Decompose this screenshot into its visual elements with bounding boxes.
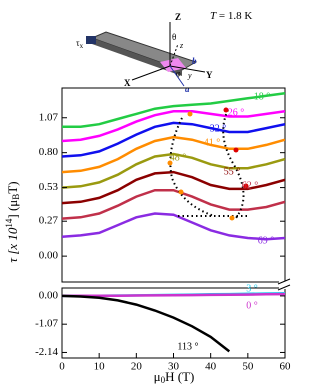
inset-label: b [192, 56, 197, 66]
crystal-side [92, 38, 182, 76]
x-tick-label: 10 [94, 361, 106, 373]
y-tick-label: -1.07 [35, 318, 58, 330]
y-axis-label: τ [x 1014] (μBT) [4, 181, 21, 262]
guide-dot [223, 107, 229, 113]
series-label: 18 ° [254, 91, 271, 102]
y-axis-label: B [11, 194, 21, 200]
guide-dot [178, 189, 184, 195]
y-tick-label: -2.14 [35, 346, 58, 358]
series-line [62, 110, 285, 143]
guide-dots [167, 107, 249, 221]
x-axis-label: 0 [161, 375, 166, 385]
series-label: 41 ° [204, 137, 221, 148]
y-tick-label: 1.07 [39, 111, 59, 123]
inset-label: y [187, 71, 192, 80]
temperature: T = 1.8 K [210, 10, 252, 22]
series-label: 69 ° [258, 235, 275, 246]
y-axis [169, 65, 206, 73]
y-tick-label: 0.80 [39, 146, 59, 158]
guide-dot [167, 160, 173, 166]
x-tick-label: 50 [242, 361, 254, 373]
inset: Z θ z Y y φ X a b τx T = 1.8 K [76, 10, 252, 95]
x-axis-label: μ0H (T) [154, 369, 195, 385]
series-label: 62 ° [242, 180, 259, 191]
y-axis-label: T) [5, 181, 20, 193]
inset-label: τx [76, 38, 84, 50]
inset-label: x [80, 42, 84, 50]
guide-dot [187, 111, 193, 117]
x-tick-label: 40 [205, 361, 217, 373]
x-tick-label: 60 [280, 361, 292, 373]
x-axis-label: μ [154, 369, 161, 384]
x-axis [131, 65, 171, 81]
sample-plane [160, 58, 186, 72]
series-label: 3 ° [246, 283, 258, 294]
plot-frame [61, 87, 286, 283]
inset-label: τ [76, 38, 80, 48]
inset-label: Z [175, 12, 181, 22]
guide-dot [243, 183, 249, 189]
holder [86, 36, 96, 44]
guide-dot [229, 215, 235, 221]
series-label: 55 ° [224, 166, 241, 177]
guide-lines [169, 109, 250, 219]
axis-break [277, 284, 291, 291]
series-label: 32 ° [210, 123, 227, 134]
series-line [62, 121, 285, 158]
inset-label: φ [176, 69, 181, 78]
temperature: = 1.8 K [216, 10, 252, 22]
guide-line [169, 117, 215, 217]
y-tick-label: 0.00 [39, 250, 59, 262]
x-tick-label: 30 [168, 361, 180, 373]
x-tick-label: 0 [59, 361, 65, 373]
inset-label: θ [172, 32, 176, 42]
guide-dot [233, 147, 239, 153]
y-tick-label: 0.53 [39, 181, 59, 193]
y-axis-label: ] (μ [5, 200, 20, 219]
series-line [62, 292, 285, 298]
inset-label: X [124, 78, 131, 88]
series-line [62, 294, 231, 353]
series-label: 26 ° [228, 107, 245, 118]
x-axis-label: H (T) [165, 369, 194, 384]
y-axis-label: τ [x 10 [5, 227, 20, 262]
a-axis [169, 65, 185, 87]
inset-label: a [185, 84, 190, 94]
y-tick-label: 0.27 [39, 215, 59, 227]
series-line [62, 188, 285, 220]
y-tick-label: 0.00 [39, 289, 59, 301]
x-tick-label: 20 [131, 361, 143, 373]
series-line [62, 135, 285, 174]
curves [62, 91, 285, 353]
chart: Z θ z Y y φ X a b τx T = 1.8 K τ [x 1014… [4, 10, 292, 385]
series-label: 48 ° [170, 152, 187, 163]
inset-label: z [179, 41, 184, 50]
series-label: 0 ° [246, 300, 258, 311]
y-axis-label: 14 [4, 218, 14, 228]
series-line [62, 170, 285, 205]
series-label: 113 ° [177, 341, 198, 352]
temperature: T [210, 10, 217, 22]
inset-label: Y [206, 70, 213, 80]
series-line [62, 212, 285, 241]
break-gap [279, 281, 291, 289]
axis-break [277, 278, 291, 285]
series-line [62, 91, 285, 129]
series-line [62, 152, 285, 189]
